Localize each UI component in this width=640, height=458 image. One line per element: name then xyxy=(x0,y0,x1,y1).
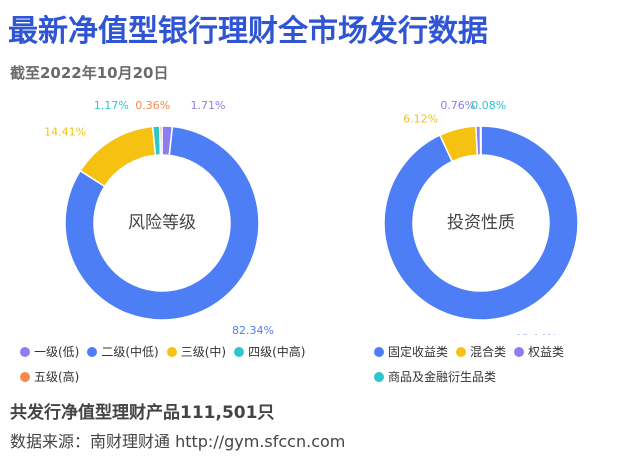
risk-legend-item-0[interactable]: 一级(低) xyxy=(20,343,79,360)
risk-legend-dot-icon xyxy=(87,346,98,357)
type-legend-item-3[interactable]: 商品及金融衍生品类 xyxy=(374,368,496,385)
risk-slice-2 xyxy=(79,125,157,188)
type-slice-label-3: 0.08% xyxy=(471,99,506,112)
legend-risk-level: 一级(低) 二级(中低) 三级(中) 四级(中高) 五级(高) xyxy=(20,343,360,385)
risk-legend-label: 一级(低) xyxy=(34,345,80,359)
type-legend-dot-icon xyxy=(456,346,467,357)
total-products: 共发行净值型理财产品111,501只 xyxy=(10,403,275,423)
risk-legend-label: 三级(中) xyxy=(180,345,227,359)
risk-legend-item-4[interactable]: 五级(高) xyxy=(20,368,79,385)
type-legend-label: 固定收益类 xyxy=(388,345,449,359)
type-legend-label: 混合类 xyxy=(470,345,507,359)
risk-legend-label: 二级(中低) xyxy=(101,345,159,359)
donut-charts: 1.71% 82.34% 14.41% 1.17% 0.36% 风险等级 93.04% 6.1… xyxy=(44,99,579,335)
page-title: 最新净值型银行理财全市场发行数据 xyxy=(8,14,488,49)
risk-legend-label: 五级(高) xyxy=(34,370,80,384)
risk-legend-item-1[interactable]: 二级(中低) xyxy=(87,343,159,360)
type-legend-dot-icon xyxy=(374,371,384,382)
risk-legend-dot-icon xyxy=(166,346,177,357)
type-center-label: 投资性质 xyxy=(447,213,515,233)
risk-slice-label-4: 0.36% xyxy=(135,99,170,112)
risk-legend-item-2[interactable]: 三级(中) xyxy=(166,343,227,360)
risk-legend-dot-icon xyxy=(20,346,30,357)
type-slice-label-2: 0.76% xyxy=(440,99,475,112)
risk-slice-label-2: 14.41% xyxy=(44,125,86,138)
risk-slice-label-3: 1.17% xyxy=(94,99,129,112)
type-slice-0 xyxy=(383,125,579,321)
risk-slice-label-1: 82.34% xyxy=(232,324,274,335)
risk-legend-dot-icon xyxy=(234,346,245,357)
risk-slice-4 xyxy=(159,125,163,156)
risk-center-label: 风险等级 xyxy=(128,213,196,233)
risk-slice-label-0: 1.71% xyxy=(190,99,225,112)
type-legend-item-0[interactable]: 固定收益类 xyxy=(374,343,448,360)
type-slice-label-0: 93.04% xyxy=(515,332,557,335)
risk-legend-item-3[interactable]: 四级(中高) xyxy=(234,343,306,360)
risk-legend-label: 四级(中高) xyxy=(248,345,306,359)
type-legend-label: 权益类 xyxy=(528,345,565,359)
data-source: 数据来源：南财理财通 http://gym.sfccn.com xyxy=(10,432,346,451)
risk-legend-dot-icon xyxy=(20,371,30,382)
type-legend-label: 商品及金融衍生品类 xyxy=(388,370,497,384)
date-subtitle: 截至2022年10月20日 xyxy=(10,64,169,82)
risk-slice-1 xyxy=(64,125,260,321)
type-legend-dot-icon xyxy=(514,346,525,357)
type-legend-dot-icon xyxy=(374,346,384,357)
type-legend-item-1[interactable]: 混合类 xyxy=(456,343,506,360)
type-legend-item-2[interactable]: 权益类 xyxy=(514,343,564,360)
legend-investment-type: 固定收益类 混合类 权益类商品及金融衍生品类 xyxy=(374,343,634,385)
type-slice-label-1: 6.12% xyxy=(403,112,438,125)
